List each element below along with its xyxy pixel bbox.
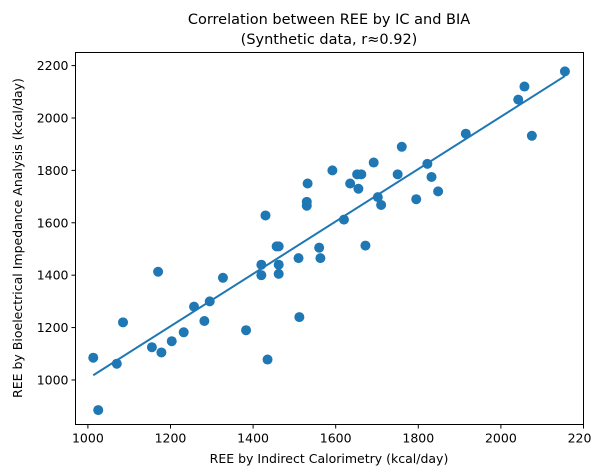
y-tick-label: 1000 (37, 372, 69, 387)
data-point (426, 171, 437, 182)
data-point (273, 268, 284, 279)
data-point (314, 242, 325, 253)
y-tick-label: 2000 (37, 110, 69, 125)
data-point (293, 253, 304, 264)
data-point (396, 141, 407, 152)
x-tick-label: 2200 (568, 431, 592, 446)
y-tick-label: 1200 (37, 320, 69, 335)
data-point (353, 183, 364, 194)
data-point (513, 94, 524, 105)
y-axis: 1000 1200 1400 1600 1800 2000 2200 (37, 58, 76, 387)
data-point (146, 342, 157, 353)
y-tick-label: 1400 (37, 268, 69, 283)
x-axis-label: REE by Indirect Calorimetry (kcal/day) (210, 451, 449, 466)
chart-subtitle: (Synthetic data, r≈0.92) (241, 32, 418, 48)
data-point (433, 186, 444, 197)
data-point (315, 253, 326, 264)
data-point (153, 266, 164, 277)
x-tick-label: 1400 (237, 431, 269, 446)
x-tick-label: 1600 (320, 431, 352, 446)
x-tick-label: 1000 (72, 431, 104, 446)
data-point (368, 157, 379, 168)
data-point (392, 169, 403, 180)
fit-line (92, 75, 566, 377)
scatter-points (88, 66, 570, 416)
y-tick-label: 1800 (37, 163, 69, 178)
data-point (156, 347, 167, 358)
data-point (241, 325, 252, 336)
data-point (88, 352, 99, 363)
data-point (376, 199, 387, 210)
data-point (217, 272, 228, 283)
chart-title: Correlation between REE by IC and BIA (188, 12, 470, 28)
data-point (559, 66, 570, 77)
data-point (93, 405, 104, 416)
data-point (302, 178, 313, 189)
data-point (178, 327, 189, 338)
x-tick-label: 1200 (155, 431, 187, 446)
x-tick-label: 1800 (402, 431, 434, 446)
data-point (345, 178, 356, 189)
trend-line (92, 75, 566, 377)
data-point (260, 210, 271, 221)
data-point (519, 81, 530, 92)
y-tick-label: 1600 (37, 215, 69, 230)
data-point (301, 196, 312, 207)
y-axis-label: REE by Bioelectrical Impedance Analysis … (10, 78, 25, 398)
plot-area (75, 52, 584, 425)
data-point (327, 165, 338, 176)
data-point (273, 241, 284, 252)
data-point (166, 336, 177, 347)
data-point (411, 194, 422, 205)
y-tick-label: 2200 (37, 58, 69, 73)
x-tick-label: 2000 (485, 431, 517, 446)
data-point (199, 316, 210, 327)
data-point (118, 317, 128, 328)
data-point (372, 192, 383, 203)
data-point (262, 354, 273, 365)
data-point (526, 130, 537, 141)
x-axis: 1000 1200 1400 1600 1800 2000 2200 (72, 424, 592, 446)
data-point (360, 240, 371, 251)
axes-frame (75, 52, 584, 425)
data-point (356, 169, 367, 180)
data-point (273, 259, 284, 270)
data-point (256, 270, 267, 281)
data-point (294, 312, 305, 323)
